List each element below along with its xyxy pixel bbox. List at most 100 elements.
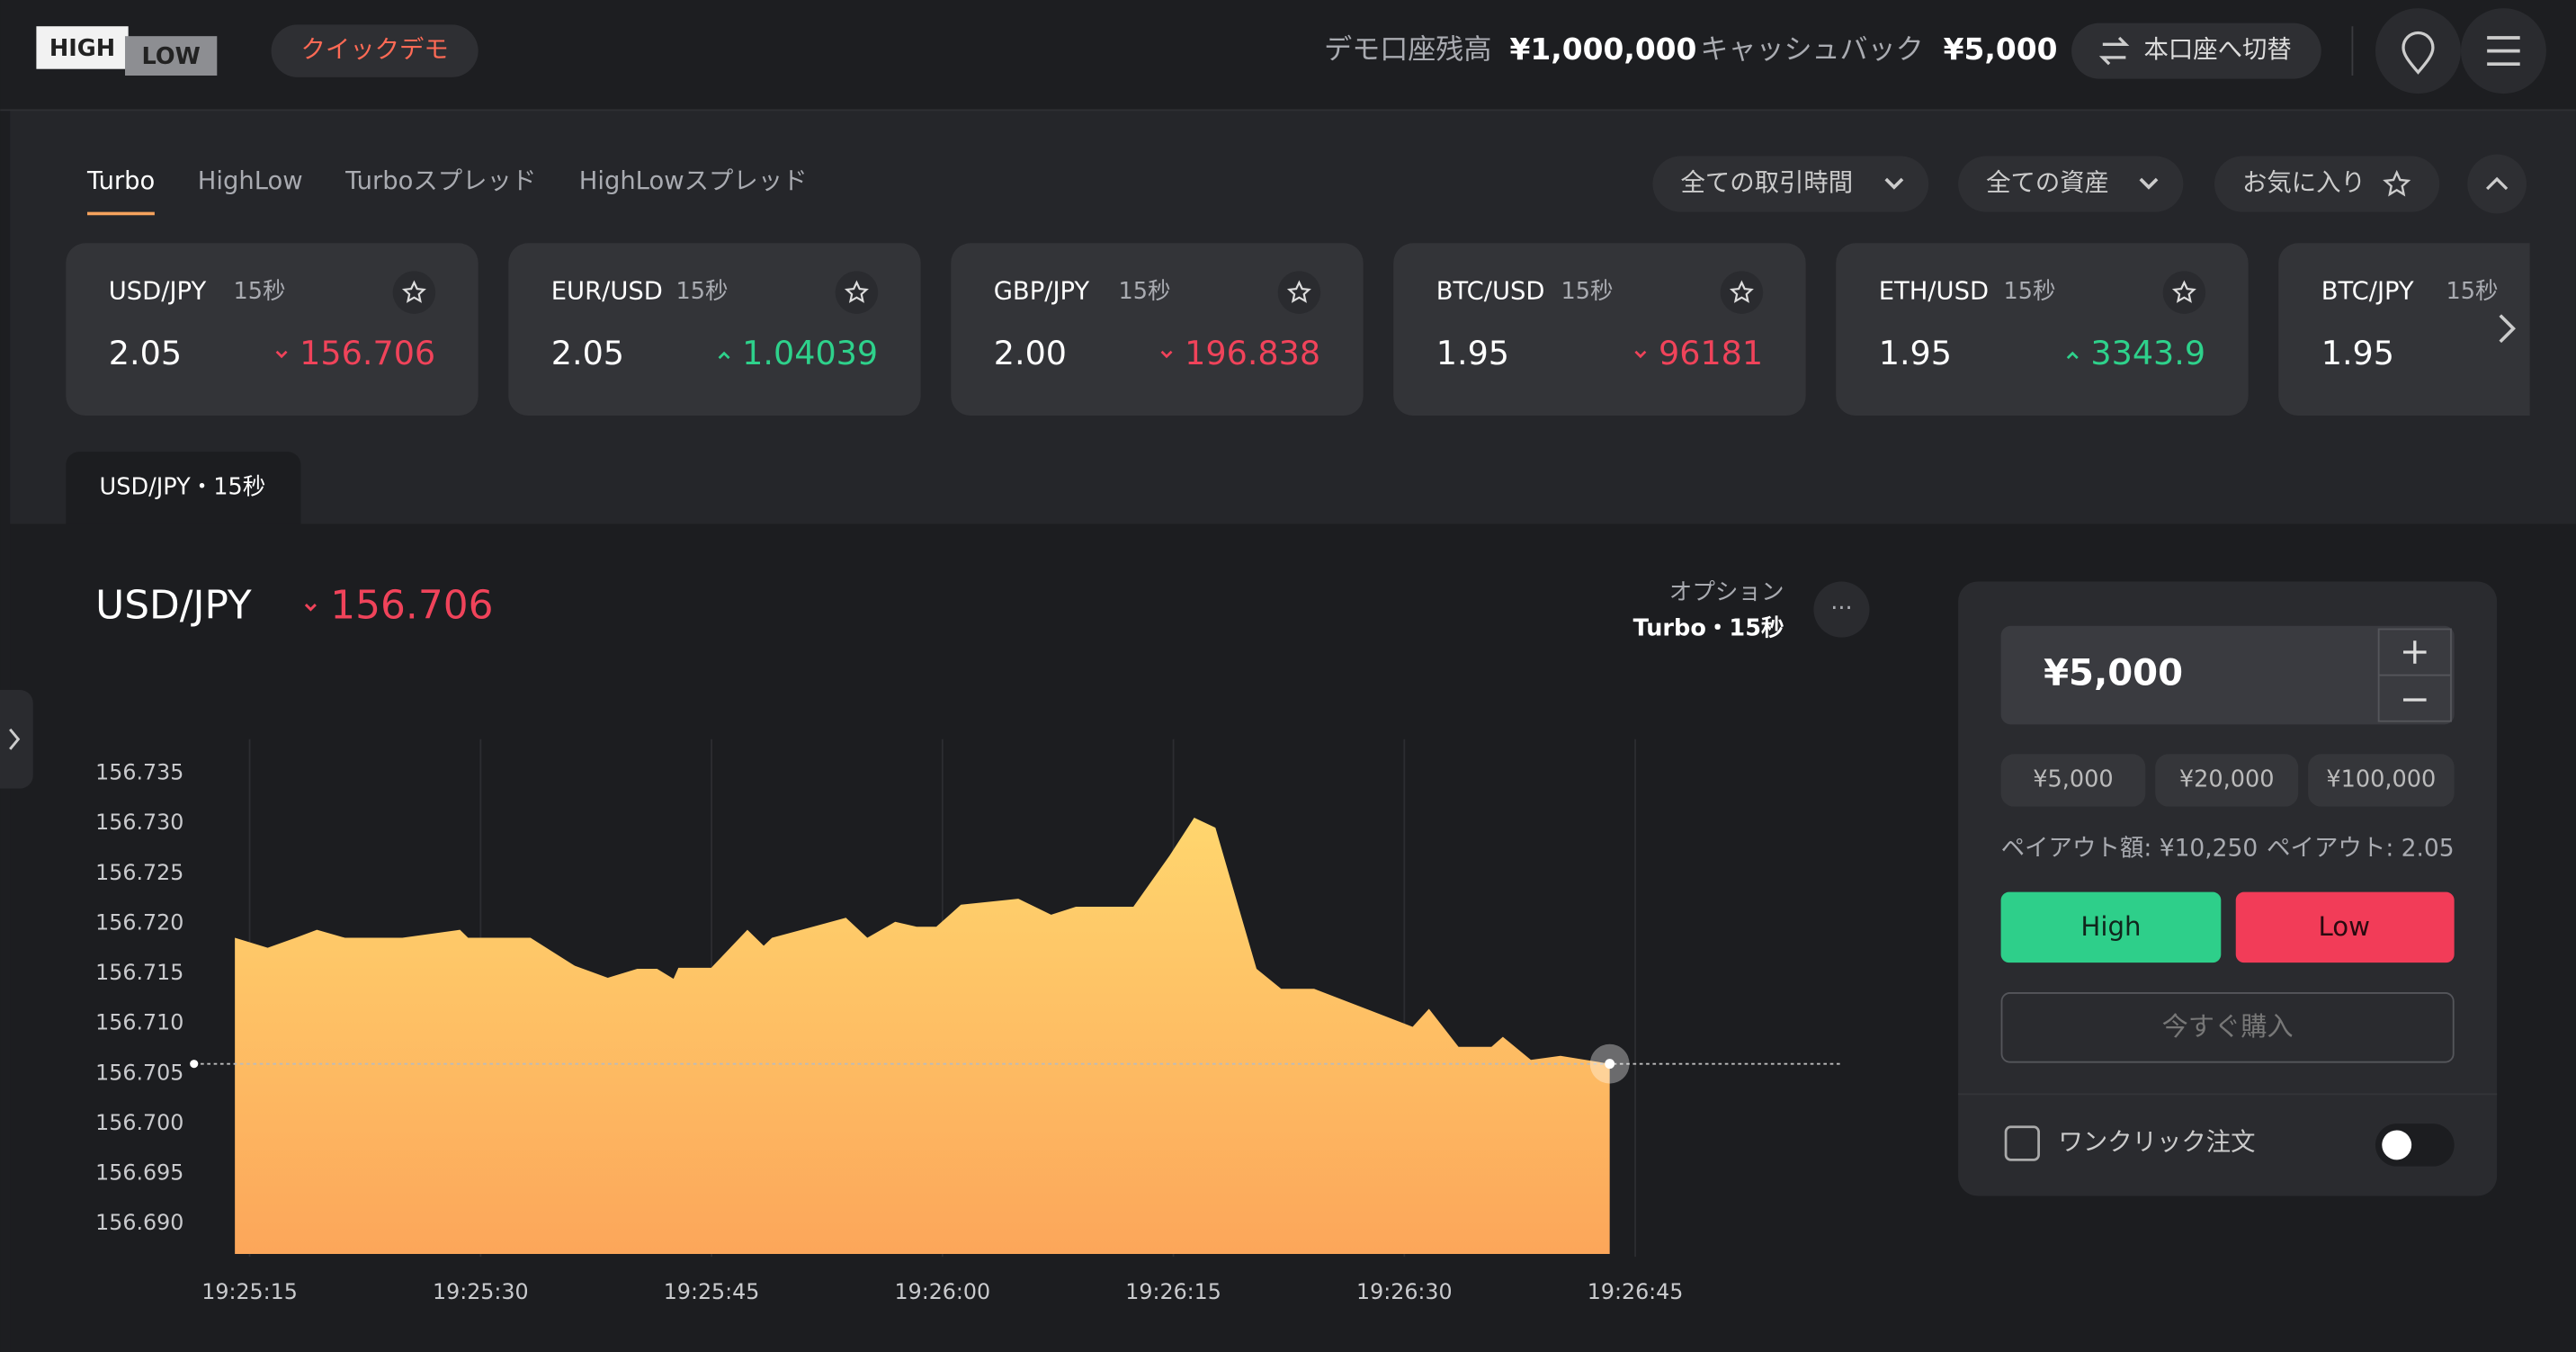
tab[interactable]: HighLow [198, 167, 303, 195]
asset-cards: USD/JPY 15秒 2.05 156.706 EUR/USD 15秒 2.05 1.040… [66, 243, 2576, 416]
option-value: Turbo・15秒 [1633, 614, 1784, 641]
preset-label[interactable]: ¥5,000 [2033, 766, 2113, 792]
tab[interactable]: Turboスプレッド [344, 167, 536, 195]
payout-rate: ペイアウト: 2.05 [2267, 835, 2455, 863]
switch-button-label[interactable]: 本口座へ切替 [2143, 36, 2291, 64]
favorite-star [1286, 280, 1311, 303]
more-icon: ··· [1830, 595, 1852, 622]
asset-card[interactable] [1393, 243, 1806, 416]
low-label[interactable]: Low [2319, 911, 2371, 942]
asset-card[interactable] [2278, 243, 2576, 416]
asset-payout: 2.05 [109, 334, 182, 372]
logo: HIGH [49, 35, 115, 62]
tab-bar: Turbo HighLow Turboスプレッド HighLowスプレッド [86, 167, 807, 195]
location-button[interactable] [2375, 8, 2461, 94]
filter-chevron [2139, 177, 2159, 190]
asset-price: 196.838 [1185, 334, 1320, 372]
amount[interactable]: ¥5,000 [2044, 653, 2183, 694]
x-tick-label: 19:25:30 [433, 1279, 529, 1304]
demo-button[interactable] [271, 24, 479, 77]
direction-arrow [718, 351, 730, 360]
favorite-star [401, 280, 426, 303]
favorite-button[interactable] [392, 271, 436, 314]
filter-button[interactable] [1958, 156, 2184, 212]
more-button[interactable] [1813, 581, 1870, 638]
filter-label[interactable]: 全ての資産 [1986, 169, 2109, 197]
sidebar-toggle[interactable] [0, 690, 33, 789]
y-tick-label: 156.710 [95, 1010, 183, 1035]
high-button[interactable] [2000, 891, 2222, 963]
chart: 19:25:15 19:25:30 19:25:45 19:26:00 19:26:15… [95, 739, 1840, 1304]
favorite-star [2171, 280, 2196, 303]
tab[interactable]: Turbo [86, 167, 155, 195]
asset-payout: 2.00 [994, 334, 1067, 372]
asset-payout: 1.95 [1436, 334, 1509, 372]
asset-pair: GBP/JPY [994, 278, 1090, 306]
presets: ¥5,000 ¥20,000 ¥100,000 [2000, 754, 2455, 807]
current-point [1605, 1059, 1615, 1070]
demo-button-label[interactable]: クイックデモ [300, 36, 448, 64]
preset-button[interactable] [2000, 754, 2146, 807]
asset-card[interactable] [1836, 243, 2249, 416]
filter-button[interactable] [1652, 156, 1929, 212]
tab[interactable]: HighLowスプレッド [579, 167, 808, 195]
direction-arrow [304, 604, 317, 612]
y-tick-label: 156.695 [95, 1159, 183, 1185]
chart-tab-label[interactable]: USD/JPY・15秒 [100, 473, 266, 500]
asset-duration: 15秒 [1561, 278, 1614, 305]
favorite-button[interactable] [835, 271, 879, 314]
x-tick-label: 19:25:45 [664, 1279, 760, 1304]
balance: ¥1,000,000 [1510, 31, 1697, 67]
plus-button[interactable] [2403, 640, 2427, 664]
preset-button[interactable] [2308, 754, 2455, 807]
filter-label[interactable]: お気に入り [2242, 169, 2366, 197]
chart-tab[interactable] [66, 452, 301, 524]
asset-duration: 15秒 [2446, 278, 2499, 305]
filter-button[interactable] [2214, 156, 2440, 212]
direction-arrow [2066, 351, 2079, 360]
asset-card[interactable] [508, 243, 921, 416]
chart-pair: USD/JPY [95, 583, 252, 629]
filter-label[interactable]: 全ての取引時間 [1680, 169, 1853, 197]
collapse-button[interactable] [2467, 154, 2527, 214]
high-label[interactable]: High [2080, 911, 2141, 942]
asset-payout: 1.95 [1879, 334, 1952, 372]
preset-label[interactable]: ¥20,000 [2179, 766, 2275, 792]
x-tick-label: 19:26:00 [895, 1279, 991, 1304]
favorite-star [1729, 280, 1754, 303]
cashback-label: キャッシュバック [1700, 34, 1923, 67]
amount-input[interactable] [2000, 625, 2455, 725]
asset-payout: 2.05 [551, 334, 624, 372]
asset-pair: USD/JPY [109, 278, 207, 306]
x-tick-label: 19:26:45 [1588, 1279, 1684, 1304]
favorite-button[interactable] [1720, 271, 1764, 314]
asset-price: 96181 [1659, 334, 1763, 372]
asset-price: 3343.9 [2090, 334, 2205, 372]
x-tick-label: 19:26:30 [1356, 1279, 1453, 1304]
asset-pair: BTC/JPY [2321, 278, 2414, 306]
favorite-button[interactable] [1277, 271, 1321, 314]
filter-star [2383, 169, 2411, 197]
asset-card[interactable] [66, 243, 479, 416]
toggle-knob[interactable] [2382, 1130, 2412, 1160]
favorite-button[interactable] [2162, 271, 2206, 314]
buy-now-button[interactable] [2000, 992, 2455, 1063]
price-area [235, 818, 1610, 1254]
low-button[interactable] [2235, 891, 2455, 963]
chart-price: 156.706 [330, 583, 493, 629]
asset-duration: 15秒 [2004, 278, 2056, 305]
preset-button[interactable] [2155, 754, 2299, 807]
buy-now-label[interactable]: 今すぐ購入 [2162, 1011, 2294, 1042]
menu-icon [2487, 36, 2520, 67]
switch-button[interactable] [2071, 22, 2321, 79]
x-tick-label: 19:26:15 [1125, 1279, 1221, 1304]
asset-card[interactable] [951, 243, 1364, 416]
preset-label[interactable]: ¥100,000 [2326, 766, 2436, 792]
scroll-right[interactable] [2499, 314, 2516, 344]
asset-pair: EUR/USD [551, 278, 663, 306]
asset-price: 1.04039 [742, 334, 878, 372]
asset-duration: 15秒 [676, 278, 729, 305]
y-tick-label: 156.700 [95, 1110, 183, 1135]
